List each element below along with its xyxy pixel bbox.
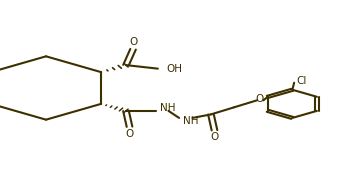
Text: OH: OH [167,64,183,74]
Text: Cl: Cl [296,76,306,86]
Text: O: O [129,37,137,47]
Text: O: O [125,129,134,139]
Text: NH: NH [183,116,199,125]
Text: O: O [256,94,264,103]
Text: NH: NH [160,103,176,113]
Text: O: O [210,132,219,142]
